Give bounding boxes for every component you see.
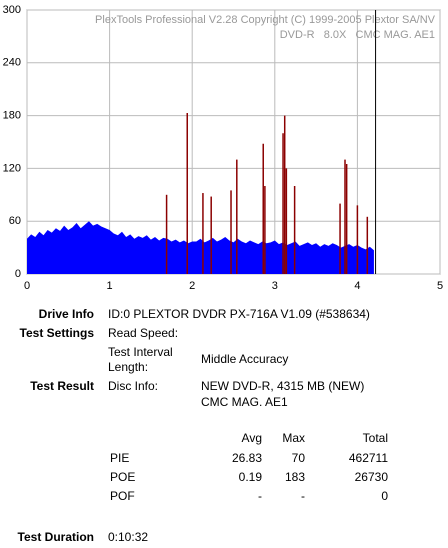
- y-tick-label: 60: [9, 215, 21, 227]
- y-tick-label: 300: [3, 4, 21, 16]
- stats-cell: 0: [381, 489, 388, 503]
- stats-cell: POE: [110, 470, 136, 484]
- x-tick-label: 2: [189, 280, 195, 292]
- value: ID:0 PLEXTOR DVDR PX-716A V1.09 (#538634…: [108, 307, 370, 321]
- value: Test Interval Length:: [108, 345, 173, 374]
- label: Test Settings: [19, 326, 94, 340]
- stats-cell: 0.19: [238, 470, 262, 484]
- value: CMC MAG. AE1: [201, 395, 288, 409]
- value: Middle Accuracy: [201, 352, 289, 366]
- value: 0:10:32: [108, 530, 149, 544]
- stats-cell: PIE: [110, 451, 130, 465]
- stats-cell: 26730: [354, 470, 388, 484]
- x-tick-label: 5: [437, 280, 443, 292]
- stats-cell: 183: [284, 470, 305, 484]
- label: Test Duration: [17, 530, 94, 544]
- x-tick-label: 1: [107, 280, 113, 292]
- stats-cell: Avg: [241, 431, 262, 445]
- chart-title: PlexTools Professional V2.28 Copyright (…: [95, 14, 436, 26]
- y-tick-label: 120: [3, 162, 21, 174]
- label: Test Result: [30, 379, 94, 393]
- stats-cell: -: [258, 489, 262, 503]
- label: Drive Info: [38, 307, 94, 321]
- chart-subtitle: DVD-R 8.0X CMC MAG. AE1: [280, 29, 435, 41]
- stats-cell: 70: [291, 451, 305, 465]
- stats-cell: -: [301, 489, 305, 503]
- value: Disc Info:: [108, 379, 159, 393]
- stats-cell: POF: [110, 489, 135, 503]
- chart: 0 60 120 180 240 300 0 1 2 3 4 5 PlexTools Professio…: [3, 4, 443, 292]
- stats-cell: 26.83: [231, 451, 262, 465]
- stats-cell: Max: [282, 431, 305, 445]
- stats-cell: 462711: [348, 451, 388, 465]
- y-tick-label: 0: [15, 268, 21, 280]
- value: Read Speed:: [108, 326, 179, 340]
- x-tick-label: 0: [24, 280, 30, 292]
- pie-area: [27, 221, 374, 274]
- y-tick-label: 180: [3, 110, 21, 122]
- stats-cell: Total: [362, 431, 388, 445]
- x-tick-label: 3: [272, 280, 278, 292]
- value: NEW DVD-R, 4315 MB (NEW): [201, 379, 365, 393]
- y-tick-label: 240: [3, 57, 21, 69]
- x-tick-label: 4: [354, 280, 360, 292]
